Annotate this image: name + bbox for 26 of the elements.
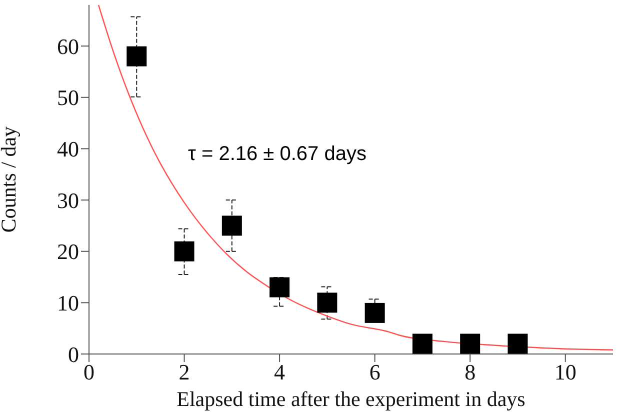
point (222, 216, 242, 236)
point (508, 334, 528, 354)
point (317, 292, 338, 313)
y-axis-title: Counts / day (0, 126, 20, 233)
y-tick-label: 50 (57, 85, 79, 110)
y-tick-label: 30 (57, 188, 79, 213)
point (412, 334, 432, 354)
point (270, 277, 290, 298)
x-tick-label: 10 (554, 360, 576, 385)
y-tick-label: 60 (57, 34, 79, 59)
line-series (98, 5, 613, 350)
y-tick-label: 10 (57, 290, 79, 316)
y-tick-label: 0 (68, 342, 79, 367)
y-tick-label: 20 (57, 239, 79, 264)
x-tick-label: 4 (274, 360, 286, 385)
point (126, 46, 147, 66)
x-tick-label: 6 (369, 360, 380, 385)
y-tick-label: 40 (57, 136, 79, 162)
x-tick-label: 8 (464, 360, 476, 385)
x-axis-title: Elapsed time after the experiment in days (176, 387, 526, 411)
x-tick-label: 2 (178, 360, 190, 385)
point (364, 302, 385, 323)
x-tick-label: 0 (84, 360, 94, 385)
point (174, 241, 194, 262)
point (460, 334, 480, 354)
annotation: τ = 2.16 ± 0.67 days (188, 143, 366, 166)
